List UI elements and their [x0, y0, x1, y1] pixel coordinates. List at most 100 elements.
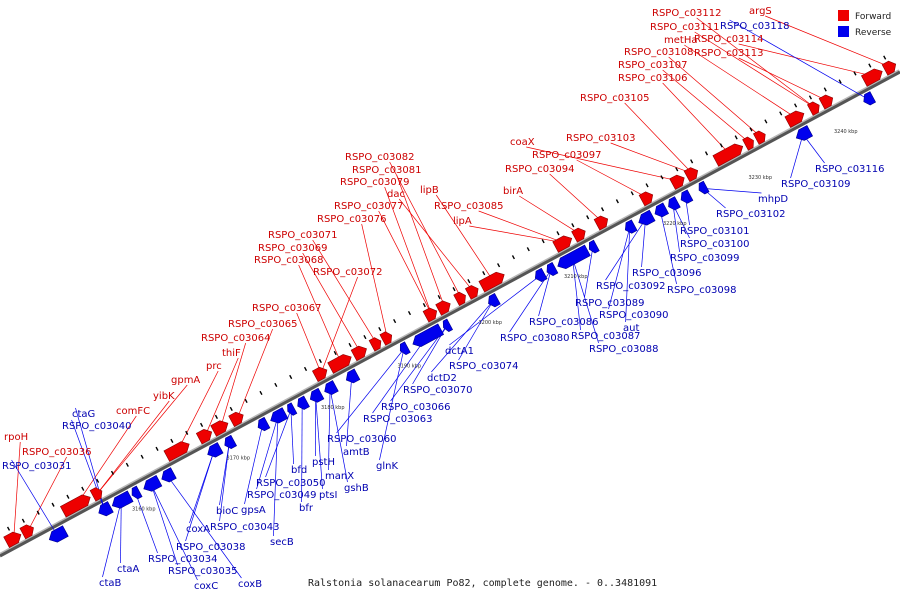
forward-gene-arrow[interactable] [593, 214, 610, 231]
forward-label-RSPO_c03072[interactable]: RSPO_c03072 [313, 267, 383, 278]
reverse-label-RSPO_c03090[interactable]: RSPO_c03090 [599, 310, 669, 321]
reverse-label-aut[interactable]: aut [623, 323, 639, 334]
forward-gene-arrow[interactable] [59, 492, 93, 518]
forward-label-RSPO_c03036[interactable]: RSPO_c03036 [22, 447, 92, 458]
forward-label-dac[interactable]: dac [387, 189, 405, 200]
forward-label-RSPO_c03069[interactable]: RSPO_c03069 [258, 243, 328, 254]
reverse-gene-arrow[interactable] [255, 416, 271, 432]
forward-label-rpoH[interactable]: rpoH [4, 432, 28, 443]
forward-label-RSPO_c03112[interactable]: RSPO_c03112 [652, 8, 722, 19]
reverse-label-RSPO_c03060[interactable]: RSPO_c03060 [327, 434, 397, 445]
reverse-gene-arrow[interactable] [696, 180, 710, 195]
reverse-label-RSPO_c03109[interactable]: RSPO_c03109 [781, 179, 851, 190]
forward-label-RSPO_c03071[interactable]: RSPO_c03071 [268, 230, 338, 241]
forward-gene-arrow[interactable] [435, 298, 453, 316]
forward-label-RSPO_c03108[interactable]: RSPO_c03108 [624, 47, 694, 58]
forward-gene-arrow[interactable] [464, 283, 481, 300]
forward-label-RSPO_c03103[interactable]: RSPO_c03103 [566, 133, 636, 144]
reverse-gene-arrow[interactable] [678, 189, 694, 205]
reverse-gene-arrow[interactable] [544, 262, 559, 277]
forward-gene-arrow[interactable] [752, 129, 768, 145]
forward-label-RSPO_c03085[interactable]: RSPO_c03085 [434, 201, 504, 212]
reverse-label-coxB[interactable]: coxB [238, 579, 262, 590]
forward-label-lipA[interactable]: lipA [453, 216, 472, 227]
reverse-label-gpsA[interactable]: gpsA [241, 505, 266, 516]
forward-label-metHa[interactable]: metHa [664, 35, 697, 46]
forward-gene-arrow[interactable] [350, 343, 369, 362]
forward-label-comFC[interactable]: comFC [116, 406, 150, 417]
reverse-label-bioC[interactable]: bioC [216, 506, 238, 517]
reverse-gene-arrow[interactable] [205, 442, 224, 459]
reverse-gene-arrow[interactable] [793, 125, 814, 143]
forward-gene-arrow[interactable] [163, 439, 192, 462]
forward-label-RSPO_c03082[interactable]: RSPO_c03082 [345, 152, 415, 163]
reverse-label-RSPO_c03040[interactable]: RSPO_c03040 [62, 421, 132, 432]
reverse-label-RSPO_c03080[interactable]: RSPO_c03080 [500, 333, 570, 344]
forward-gene-arrow[interactable] [368, 336, 384, 352]
reverse-gene-arrow[interactable] [222, 434, 238, 450]
reverse-label-RSPO_c03098[interactable]: RSPO_c03098 [667, 285, 737, 296]
forward-label-RSPO_c03111[interactable]: RSPO_c03111 [650, 22, 720, 33]
reverse-label-pstH[interactable]: pstH [312, 457, 335, 468]
forward-gene-arrow[interactable] [478, 269, 507, 293]
reverse-label-RSPO_c03088[interactable]: RSPO_c03088 [589, 344, 659, 355]
reverse-label-secB[interactable]: secB [270, 537, 294, 548]
forward-gene-arrow[interactable] [742, 135, 757, 151]
forward-gene-arrow[interactable] [327, 352, 354, 374]
reverse-label-gshB[interactable]: gshB [344, 483, 369, 494]
reverse-label-RSPO_c03116[interactable]: RSPO_c03116 [815, 164, 885, 175]
reverse-label-mhpD[interactable]: mhpD [758, 194, 788, 205]
forward-label-prc[interactable]: prc [206, 361, 222, 372]
forward-label-RSPO_c03068[interactable]: RSPO_c03068 [254, 255, 324, 266]
reverse-label-RSPO_c03049[interactable]: RSPO_c03049 [247, 490, 317, 501]
reverse-label-RSPO_c03031[interactable]: RSPO_c03031 [2, 461, 72, 472]
reverse-gene-arrow[interactable] [129, 485, 143, 500]
reverse-gene-arrow[interactable] [486, 293, 501, 308]
reverse-label-dctA1[interactable]: dctA1 [445, 346, 474, 357]
reverse-label-RSPO_c03118[interactable]: RSPO_c03118 [720, 21, 790, 32]
forward-gene-arrow[interactable] [571, 226, 588, 243]
forward-gene-arrow[interactable] [453, 290, 469, 306]
forward-label-RSPO_c03107[interactable]: RSPO_c03107 [618, 60, 688, 71]
reverse-label-glnK[interactable]: glnK [376, 461, 398, 472]
forward-label-coaX[interactable]: coaX [510, 137, 535, 148]
reverse-label-RSPO_c03102[interactable]: RSPO_c03102 [716, 209, 786, 220]
forward-gene-arrow[interactable] [311, 365, 329, 382]
reverse-gene-arrow[interactable] [46, 525, 69, 545]
reverse-label-ctaB[interactable]: ctaB [99, 578, 122, 589]
reverse-label-RSPO_c03099[interactable]: RSPO_c03099 [670, 253, 740, 264]
reverse-gene-arrow[interactable] [586, 239, 600, 254]
reverse-label-RSPO_c03035[interactable]: RSPO_c03035 [168, 566, 238, 577]
reverse-label-RSPO_c03034[interactable]: RSPO_c03034 [148, 554, 218, 565]
forward-gene-arrow[interactable] [683, 165, 700, 183]
forward-gene-arrow[interactable] [89, 486, 105, 502]
reverse-label-amtB[interactable]: amtB [343, 447, 370, 458]
forward-gene-arrow[interactable] [860, 66, 885, 87]
reverse-label-coxA[interactable]: coxA [186, 524, 210, 535]
reverse-label-ctaA[interactable]: ctaA [117, 564, 140, 575]
forward-label-RSPO_c03077[interactable]: RSPO_c03077 [334, 201, 404, 212]
forward-gene-arrow[interactable] [784, 108, 807, 128]
reverse-label-RSPO_c03066[interactable]: RSPO_c03066 [381, 402, 451, 413]
forward-label-RSPO_c03105[interactable]: RSPO_c03105 [580, 93, 650, 104]
reverse-label-manX[interactable]: manX [325, 471, 354, 482]
forward-gene-arrow[interactable] [228, 410, 246, 427]
reverse-gene-arrow[interactable] [652, 202, 670, 219]
reverse-gene-arrow[interactable] [343, 368, 361, 385]
reverse-label-RSPO_c03101[interactable]: RSPO_c03101 [680, 226, 750, 237]
forward-label-RSPO_c03114[interactable]: RSPO_c03114 [694, 34, 764, 45]
reverse-gene-arrow[interactable] [285, 402, 298, 417]
forward-gene-arrow[interactable] [638, 189, 655, 207]
reverse-gene-arrow[interactable] [666, 196, 681, 212]
forward-gene-arrow[interactable] [379, 330, 395, 346]
forward-label-RSPO_c03076[interactable]: RSPO_c03076 [317, 214, 387, 225]
reverse-label-coxC[interactable]: coxC [194, 581, 218, 592]
reverse-gene-arrow[interactable] [307, 387, 325, 404]
forward-gene-arrow[interactable] [3, 529, 24, 548]
forward-gene-arrow[interactable] [422, 306, 439, 323]
reverse-label-RSPO_c03092[interactable]: RSPO_c03092 [596, 281, 666, 292]
forward-gene-arrow[interactable] [806, 100, 822, 116]
forward-label-RSPO_c03094[interactable]: RSPO_c03094 [505, 164, 575, 175]
forward-label-RSPO_c03079[interactable]: RSPO_c03079 [340, 177, 410, 188]
forward-label-RSPO_c03067[interactable]: RSPO_c03067 [252, 303, 322, 314]
